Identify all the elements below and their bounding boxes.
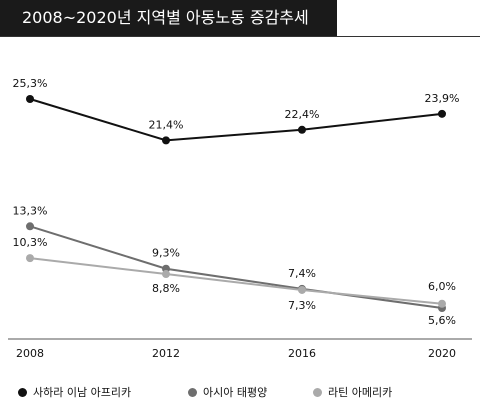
data-label: 6,0% [428, 280, 456, 293]
x-tick-label: 2020 [428, 347, 456, 360]
data-label: 10,3% [13, 236, 48, 249]
x-tick-label: 2008 [16, 347, 44, 360]
data-label: 8,8% [152, 282, 180, 295]
series-line [29, 225, 443, 309]
legend-label: 아시아 태평양 [203, 386, 268, 399]
data-point [162, 136, 170, 145]
legend-item-asia-pacific: 아시아 태평양 [188, 384, 267, 400]
legend-dot-icon [188, 387, 197, 397]
data-label: 5,6% [428, 314, 456, 327]
data-label: 22,4% [285, 108, 320, 121]
series-line [29, 257, 443, 305]
legend-dot-icon [313, 387, 322, 397]
line-chart: 2008 2012 2016 2020 25,3% 21,4% 22,4% 23,9% 13,… [8, 77, 472, 360]
legend-dot-icon [18, 387, 27, 397]
data-label: 23,9% [425, 92, 460, 105]
data-point [438, 109, 446, 118]
series-lines: 25,3% 21,4% 22,4% 23,9% 13,3% 9,3% 7,4% 5,6% 10,… [13, 77, 460, 327]
data-point [298, 285, 306, 294]
data-label: 21,4% [149, 118, 184, 131]
data-label: 7,4% [288, 267, 316, 280]
legend-label: 라틴 아메리카 [328, 386, 393, 399]
x-tick-labels: 2008 2012 2016 2020 [16, 347, 456, 360]
data-label: 25,3% [13, 77, 48, 90]
x-tick-label: 2016 [288, 347, 316, 360]
data-point [26, 95, 34, 103]
chart-title: 2008~2020년 지역별 아동노동 증감추세 [0, 0, 337, 36]
x-tick-label: 2012 [152, 347, 180, 360]
legend-item-latin-america: 라틴 아메리카 [313, 384, 392, 400]
data-point [26, 254, 34, 263]
data-label: 9,3% [152, 247, 180, 260]
chart-area: 2008 2012 2016 2020 25,3% 21,4% 22,4% 23,9% 13,… [0, 36, 480, 382]
data-label: 13,3% [13, 204, 48, 217]
data-point [438, 299, 446, 308]
data-label: 7,3% [288, 299, 316, 312]
series-line [29, 98, 443, 142]
data-point [26, 222, 34, 231]
legend: 사하라 이남 아프리카 아시아 태평양 라틴 아메리카 [0, 382, 480, 400]
legend-item-sub-saharan-africa: 사하라 이남 아프리카 [18, 384, 131, 400]
data-point [162, 270, 170, 279]
data-point [298, 125, 306, 134]
legend-label: 사하라 이남 아프리카 [33, 386, 132, 399]
